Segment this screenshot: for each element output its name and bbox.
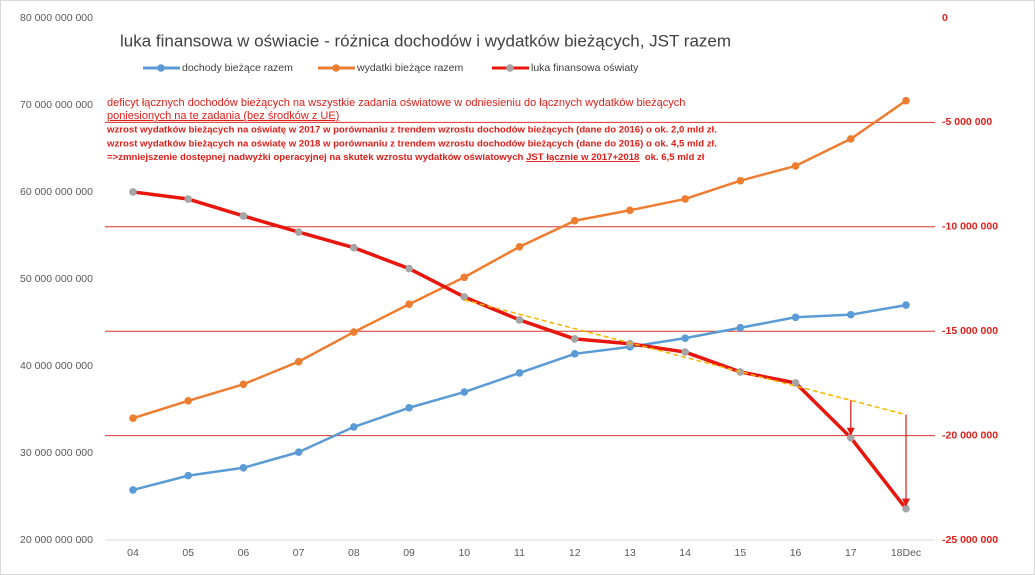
- data-point: [184, 397, 193, 405]
- data-point: [626, 206, 634, 215]
- data-point: [129, 188, 137, 196]
- y2-tick-label: -5 000 000: [942, 116, 992, 128]
- data-point: [129, 414, 137, 423]
- data-point: [902, 301, 910, 309]
- data-point: [570, 216, 579, 225]
- annotation: wzrost wydatków bieżących na oświatę w 2…: [106, 125, 717, 136]
- y2-tick-label: -10 000 000: [942, 221, 998, 233]
- legend-label: dochody bieżące razem: [182, 62, 293, 74]
- data-point: [791, 162, 800, 170]
- data-point: [570, 350, 579, 358]
- y-tick-label: 70 000 000 000: [20, 99, 93, 111]
- data-point: [350, 243, 358, 252]
- data-point: [681, 348, 689, 356]
- y-tick-label: 40 000 000 000: [20, 360, 93, 372]
- y-tick-label: 30 000 000 000: [20, 447, 93, 459]
- x-tick-label: 14: [679, 547, 691, 559]
- x-tick-label: 11: [514, 547, 525, 559]
- data-point: [902, 504, 910, 513]
- x-tick-label: 18Dec: [891, 547, 921, 559]
- data-point: [405, 403, 413, 412]
- data-point: [846, 135, 855, 143]
- data-point: [239, 212, 248, 220]
- data-point: [846, 310, 855, 319]
- x-tick-label: 13: [624, 547, 636, 559]
- y2-tick-label: -25 000 000: [942, 534, 998, 546]
- data-point: [681, 334, 689, 342]
- x-tick-label: 07: [293, 547, 305, 559]
- data-point: [791, 313, 800, 322]
- series-line: [464, 299, 907, 416]
- data-point: [239, 463, 248, 472]
- data-point: [239, 380, 248, 389]
- y2-tick-label: -15 000 000: [942, 325, 998, 337]
- data-point: [736, 176, 745, 185]
- data-point: [460, 273, 469, 282]
- annotation-part: ok. 6,5 mld zł: [639, 152, 704, 163]
- legend-label: luka finansowa oświaty: [531, 62, 639, 74]
- arrow-head: [846, 427, 855, 436]
- x-tick-label: 17: [845, 547, 857, 559]
- data-point: [515, 369, 524, 377]
- data-point: [184, 195, 193, 203]
- data-point: [129, 486, 137, 494]
- data-point: [846, 433, 855, 442]
- data-point: [294, 357, 303, 366]
- x-tick-label: 06: [238, 547, 250, 559]
- y2-tick-label: 0: [942, 12, 948, 24]
- data-point: [350, 423, 358, 431]
- chart-title: luka finansowa w oświacie - różnica doch…: [120, 31, 731, 50]
- x-tick-label: 16: [790, 547, 802, 559]
- y-tick-label: 20 000 000 000: [20, 534, 93, 546]
- annotation-part: JST łącznie w 2017+2018: [526, 152, 640, 163]
- x-tick-label: 15: [735, 547, 747, 559]
- x-tick-label: 12: [569, 547, 581, 559]
- data-point: [626, 339, 634, 348]
- x-tick-label: 09: [403, 547, 415, 559]
- y-tick-label: 50 000 000 000: [20, 273, 93, 285]
- y2-tick-label: -20 000 000: [942, 429, 998, 441]
- data-point: [405, 300, 413, 309]
- annotation-part: =>zmniejszenie dostępnej nadwyżki operac…: [107, 152, 526, 163]
- legend-label: wydatki bieżące razem: [356, 62, 463, 74]
- annotation: deficyt łącznych dochodów bieżących na w…: [107, 97, 685, 109]
- data-point: [294, 228, 303, 236]
- annotation: wzrost wydatków bieżących na oświatę w 2…: [106, 139, 717, 150]
- data-point: [515, 243, 524, 251]
- y-tick-label: 80 000 000 000: [20, 12, 93, 24]
- annotation: =>zmniejszenie dostępnej nadwyżki operac…: [107, 152, 705, 163]
- data-point: [350, 328, 358, 336]
- legend-marker: [506, 64, 514, 72]
- data-point: [405, 264, 413, 273]
- data-point: [681, 195, 689, 203]
- legend-marker: [157, 64, 165, 72]
- x-tick-label: 04: [127, 547, 139, 559]
- data-point: [460, 293, 469, 301]
- data-point: [736, 323, 745, 332]
- x-tick-label: 10: [458, 547, 470, 559]
- arrow-head: [902, 498, 910, 507]
- data-point: [902, 96, 910, 105]
- y-tick-label: 60 000 000 000: [20, 186, 93, 198]
- annotation: poniesionych na te zadania (bez środków …: [107, 110, 339, 122]
- data-point: [736, 368, 745, 376]
- data-point: [570, 335, 579, 343]
- data-point: [460, 388, 469, 396]
- data-point: [294, 448, 303, 456]
- data-point: [515, 316, 524, 324]
- x-tick-label: 08: [348, 547, 360, 559]
- data-point: [184, 471, 193, 480]
- x-tick-label: 05: [182, 547, 194, 559]
- legend-marker: [332, 64, 340, 72]
